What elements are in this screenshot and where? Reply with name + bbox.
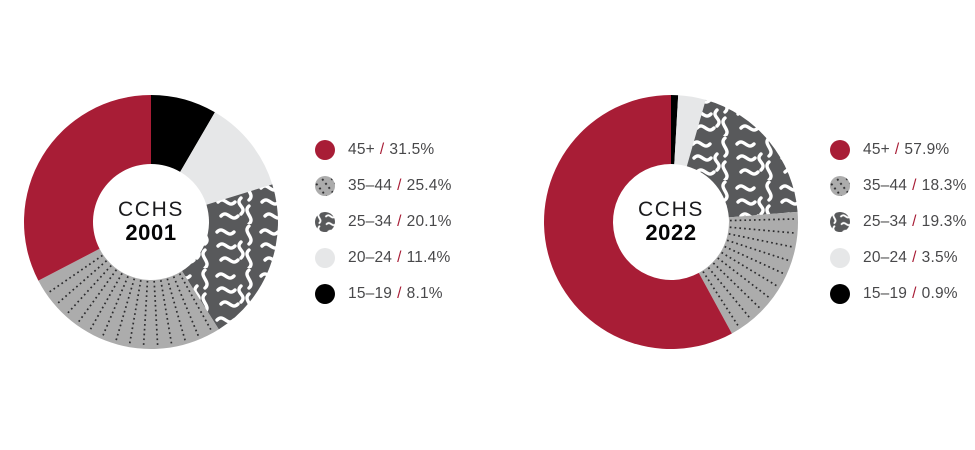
legend-item-20–24: 20–24/11.4% <box>315 248 452 268</box>
slice-35–44 <box>38 248 219 350</box>
legend-label: 15–19/0.9% <box>863 285 958 303</box>
legend-item-45+: 45+/31.5% <box>315 140 452 160</box>
legend-swatch-red-icon <box>315 140 335 160</box>
donut-chart-2001: CCHS 2001 <box>21 92 281 352</box>
legend-category: 45+ <box>348 141 375 158</box>
legend-category: 20–24 <box>348 249 393 266</box>
legend-separator: / <box>379 141 385 158</box>
slice-25–34 <box>181 184 278 330</box>
legend-separator: / <box>912 177 917 194</box>
legend-label: 35–44/25.4% <box>348 177 452 195</box>
legend-item-35–44: 35–44/25.4% <box>315 176 452 196</box>
legend-separator: / <box>397 249 402 266</box>
legend-item-35–44: 35–44/18.3% <box>830 176 967 196</box>
legend-separator: / <box>397 285 402 302</box>
legend-category: 15–19 <box>348 285 393 302</box>
legend-percent: 57.9% <box>904 141 950 158</box>
legend-label: 20–24/3.5% <box>863 249 958 267</box>
legend-swatch-black-icon <box>315 284 335 304</box>
slice-25–34 <box>686 99 798 218</box>
legend-separator: / <box>912 285 917 302</box>
legend-percent: 18.3% <box>921 177 967 194</box>
legend-label: 45+/31.5% <box>348 141 434 159</box>
legend-label: 20–24/11.4% <box>348 249 450 267</box>
dotted-texture <box>702 218 797 329</box>
legend-percent: 0.9% <box>921 285 958 302</box>
legend-swatch-wavy-icon <box>830 212 850 232</box>
legend-category: 20–24 <box>863 249 908 266</box>
legend-percent: 31.5% <box>389 141 435 158</box>
dotted-texture <box>46 254 213 348</box>
legend-category: 25–34 <box>863 213 908 230</box>
legend-percent: 8.1% <box>406 285 443 302</box>
slice-15–19 <box>151 95 215 172</box>
legend-label: 45+/57.9% <box>863 141 949 159</box>
legend-separator: / <box>894 141 900 158</box>
legend-swatch-red-icon <box>830 140 850 160</box>
donut-chart-2022: CCHS 2022 <box>541 92 801 352</box>
legend-label: 25–34/20.1% <box>348 213 452 231</box>
legend-category: 35–44 <box>348 177 393 194</box>
legend-swatch-dotted-icon <box>830 176 850 196</box>
legend-separator: / <box>397 177 402 194</box>
legend-item-25–34: 25–34/20.1% <box>315 212 452 232</box>
legend-separator: / <box>912 249 917 266</box>
slice-20–24 <box>674 95 706 167</box>
legend-separator: / <box>397 213 402 230</box>
legend-item-45+: 45+/57.9% <box>830 140 967 160</box>
legend-item-25–34: 25–34/19.3% <box>830 212 967 232</box>
legend-item-15–19: 15–19/8.1% <box>315 284 452 304</box>
legend-item-15–19: 15–19/0.9% <box>830 284 967 304</box>
legend-swatch-light-icon <box>315 248 335 268</box>
legend-swatch-dotted-icon <box>315 176 335 196</box>
donut-svg-2022 <box>543 94 798 349</box>
legend-percent: 20.1% <box>406 213 452 230</box>
legend-category: 45+ <box>863 141 890 158</box>
legend-percent: 11.4% <box>406 249 451 266</box>
slice-20–24 <box>180 112 273 205</box>
legend-swatch-wavy-icon <box>315 212 335 232</box>
legend-swatch-light-icon <box>830 248 850 268</box>
legend-category: 25–34 <box>348 213 393 230</box>
legend-category: 15–19 <box>863 285 908 302</box>
slice-45+ <box>543 95 732 349</box>
legend-swatch-black-icon <box>830 284 850 304</box>
legend-percent: 25.4% <box>406 177 452 194</box>
slice-45+ <box>23 95 151 281</box>
donut-svg-2001 <box>23 95 278 350</box>
legend-item-20–24: 20–24/3.5% <box>830 248 967 268</box>
legend-category: 35–44 <box>863 177 908 194</box>
legend-percent: 19.3% <box>921 213 967 230</box>
legend-label: 35–44/18.3% <box>863 177 967 195</box>
legend-2022: 45+/57.9% 35–44/18.3% 25–34/19.3% 20–24/3.5… <box>830 140 967 304</box>
legend-percent: 3.5% <box>921 249 958 266</box>
legend-2001: 45+/31.5% 35–44/25.4% 25–34/20.1% 20–24/11.… <box>315 140 452 304</box>
slice-15–19 <box>671 94 679 165</box>
slice-35–44 <box>698 211 798 334</box>
legend-label: 15–19/8.1% <box>348 285 443 303</box>
legend-separator: / <box>912 213 917 230</box>
legend-label: 25–34/19.3% <box>863 213 967 231</box>
